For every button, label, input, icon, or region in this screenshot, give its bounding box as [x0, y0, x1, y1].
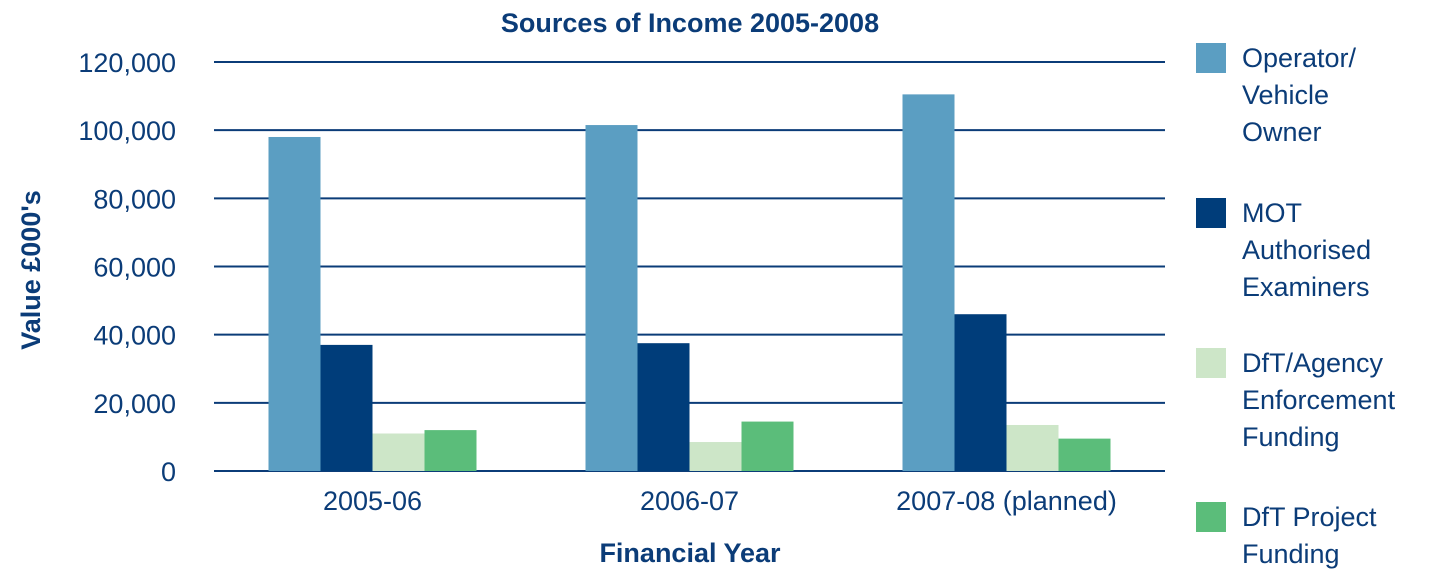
legend-item-dft-project-funding: DfT Project Funding — [1196, 499, 1377, 573]
x-axis-ticks: 2005-06 2006-07 2007-08 (planned) — [323, 486, 1117, 516]
legend-swatch — [1196, 198, 1226, 228]
legend-label: MOT Authorised Examiners — [1242, 198, 1372, 302]
bar — [689, 442, 742, 471]
x-axis-title: Financial Year — [599, 538, 781, 568]
x-tick-label: 2007-08 (planned) — [896, 486, 1117, 516]
y-tick-label: 80,000 — [93, 184, 176, 214]
bar — [268, 136, 321, 471]
bar — [902, 94, 955, 472]
legend-label: DfT Project Funding — [1242, 502, 1377, 569]
y-tick-label: 0 — [161, 457, 176, 487]
legend-label: DfT/Agency Enforcement Funding — [1242, 348, 1396, 452]
bars — [268, 94, 1111, 472]
y-axis-ticks: 0 20,000 40,000 60,000 80,000 100,000 120,000 — [78, 48, 176, 487]
y-tick-label: 120,000 — [78, 48, 176, 78]
x-tick-label: 2005-06 — [323, 486, 422, 516]
y-tick-label: 100,000 — [78, 116, 176, 146]
bar — [424, 430, 477, 471]
y-tick-label: 60,000 — [93, 253, 176, 283]
bar — [1058, 438, 1111, 471]
bar — [741, 421, 794, 471]
bar — [1006, 424, 1059, 471]
bar — [585, 125, 638, 471]
chart-title: Sources of Income 2005-2008 — [501, 8, 879, 38]
legend-swatch — [1196, 502, 1226, 532]
bar — [320, 344, 373, 471]
legend-label: Operator/ Vehicle Owner — [1242, 43, 1357, 147]
bar — [637, 343, 690, 471]
legend-item-mot-authorised-examiners: MOT Authorised Examiners — [1196, 195, 1371, 306]
bar — [954, 314, 1007, 471]
y-tick-label: 40,000 — [93, 321, 176, 351]
legend-item-dft-agency-enforcement-funding: DfT/Agency Enforcement Funding — [1196, 345, 1395, 456]
legend-swatch — [1196, 348, 1226, 378]
y-axis-title: Value £000's — [16, 190, 46, 350]
legend-swatch — [1196, 43, 1226, 73]
x-tick-label: 2006-07 — [640, 486, 739, 516]
y-tick-label: 20,000 — [93, 389, 176, 419]
legend-item-operator-vehicle-owner: Operator/ Vehicle Owner — [1196, 40, 1356, 151]
bar — [372, 433, 425, 471]
